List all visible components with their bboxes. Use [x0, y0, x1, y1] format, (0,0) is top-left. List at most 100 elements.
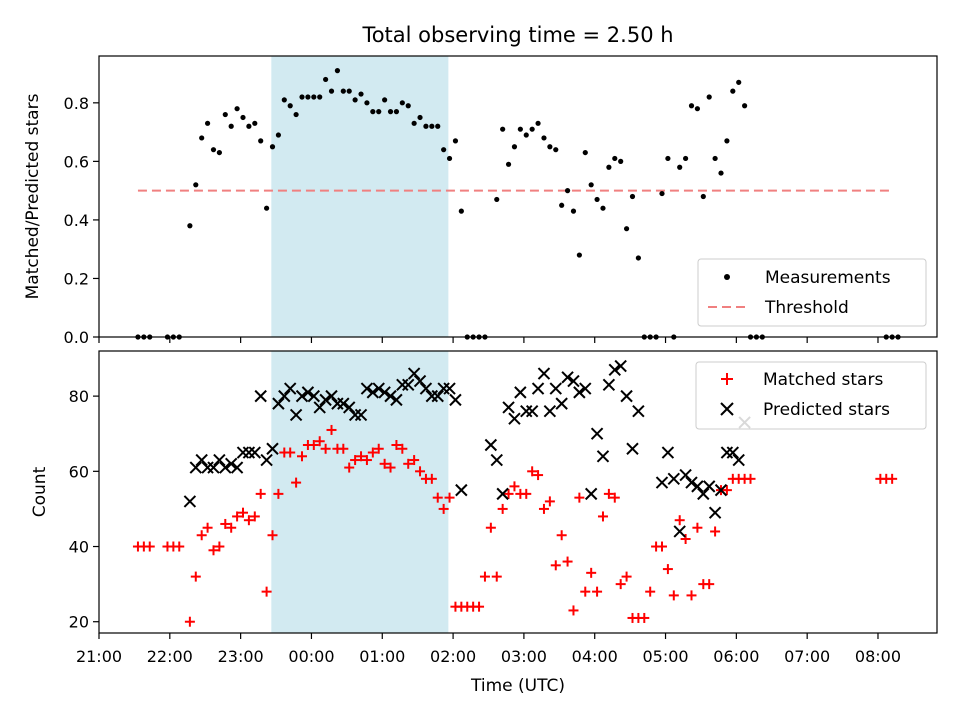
measurement-point	[423, 123, 429, 129]
measurement-point	[694, 106, 701, 112]
bottom-xtick-label: 01:00	[359, 647, 405, 666]
measurement-point	[635, 255, 641, 261]
predicted-star-point	[207, 461, 220, 474]
predicted-star-point	[732, 453, 745, 467]
predicted-star-point	[266, 442, 279, 455]
predicted-star-point	[337, 397, 350, 410]
measurement-point	[683, 155, 689, 162]
matched-star-point	[538, 503, 549, 514]
measurement-point	[541, 135, 547, 141]
matched-star-point	[521, 488, 532, 499]
measurement-point	[187, 223, 193, 229]
matched-star-point	[533, 470, 544, 481]
bottom-y-ticks: 20 40 60 80	[69, 387, 99, 632]
predicted-star-point	[555, 397, 568, 410]
predicted-star-point	[496, 487, 509, 501]
bottom-xtick-label: 07:00	[784, 647, 830, 666]
measurement-point	[252, 120, 258, 126]
predicted-star-point	[714, 483, 728, 497]
measurement-point	[299, 94, 305, 100]
measurement-point	[328, 88, 335, 94]
measurement-point	[352, 97, 358, 103]
matched-star-point	[226, 522, 237, 533]
bottom-plot-frame	[98, 350, 938, 634]
measurement-point	[618, 158, 624, 164]
matched-star-point	[326, 424, 337, 435]
bottom-xtick-label: 00:00	[288, 647, 334, 666]
matched-star-point	[668, 590, 679, 601]
measurement-point	[305, 94, 311, 100]
predicted-star-point	[520, 404, 533, 418]
matched-star-point	[174, 541, 185, 552]
predicted-star-point	[549, 382, 562, 395]
predicted-star-point	[484, 438, 498, 452]
predicted-star-point	[260, 453, 273, 467]
matched-star-point	[686, 590, 697, 601]
matched-star-point	[509, 481, 520, 492]
measurement-point	[606, 164, 612, 170]
predicted-star-point	[372, 382, 385, 395]
legend-measurements-marker	[724, 274, 730, 280]
top-ytick-label: 0.8	[64, 94, 89, 113]
matched-star-point	[621, 571, 632, 582]
matched-stars-points	[132, 424, 898, 627]
matched-star-point	[609, 492, 620, 503]
bottom-xtick-label: 02:00	[430, 647, 476, 666]
measurement-point	[234, 106, 240, 112]
predicted-star-point	[437, 382, 450, 395]
measurement-point	[547, 144, 553, 150]
bottom-ytick-label: 80	[69, 387, 89, 406]
measurement-point	[429, 123, 435, 129]
predicted-star-point	[525, 404, 539, 418]
bottom-xtick-label: 08:00	[855, 647, 901, 666]
measurement-point	[417, 114, 423, 121]
matched-star-point	[674, 515, 685, 526]
predicted-star-point	[449, 393, 462, 407]
measurement-point	[293, 111, 299, 118]
measurement-point	[718, 170, 724, 176]
predicted-star-point	[236, 446, 250, 459]
predicted-star-point	[354, 408, 368, 422]
measurement-point	[269, 144, 276, 150]
matched-star-point	[367, 447, 378, 458]
measurement-point	[222, 111, 228, 118]
bottom-legend: Matched stars Predicted stars	[695, 361, 927, 430]
measurement-point	[535, 120, 541, 126]
matched-star-point	[261, 586, 272, 597]
matched-star-point	[556, 530, 567, 541]
measurement-point	[199, 135, 205, 141]
measurement-point	[376, 109, 382, 115]
top-y-ticks: 0.0 0.2 0.4 0.6 0.8	[64, 94, 99, 347]
matched-star-point	[385, 462, 396, 473]
predicted-star-point	[602, 378, 616, 392]
predicted-star-point	[366, 386, 380, 399]
top-legend: Measurements Threshold	[697, 258, 927, 327]
predicted-star-point	[278, 389, 291, 403]
measurement-point	[559, 202, 565, 208]
predicted-star-point	[183, 495, 197, 508]
matched-star-point	[350, 455, 361, 466]
legend-measurements-label: Measurements	[765, 268, 891, 288]
measurement-point	[358, 91, 364, 97]
measurement-point	[411, 120, 417, 126]
matched-star-point	[479, 571, 490, 582]
measurement-point	[688, 103, 695, 109]
measurement-point	[204, 120, 211, 126]
matched-star-point	[291, 477, 302, 488]
predicted-star-point	[343, 401, 356, 414]
predicted-star-point	[455, 483, 468, 497]
measurement-point	[564, 188, 571, 194]
measurement-point	[570, 208, 577, 214]
predicted-star-point	[573, 386, 586, 399]
predicted-star-point	[242, 446, 256, 459]
predicted-star-point	[702, 480, 716, 493]
measurement-point	[382, 97, 388, 103]
bottom-ytick-label: 20	[69, 613, 89, 632]
predicted-star-point	[201, 461, 214, 474]
matched-star-point	[603, 488, 614, 499]
predicted-star-point	[384, 389, 397, 403]
matched-star-point	[243, 515, 254, 526]
matched-star-point	[568, 605, 579, 616]
measurement-point	[736, 79, 742, 85]
matched-star-point	[202, 522, 213, 533]
